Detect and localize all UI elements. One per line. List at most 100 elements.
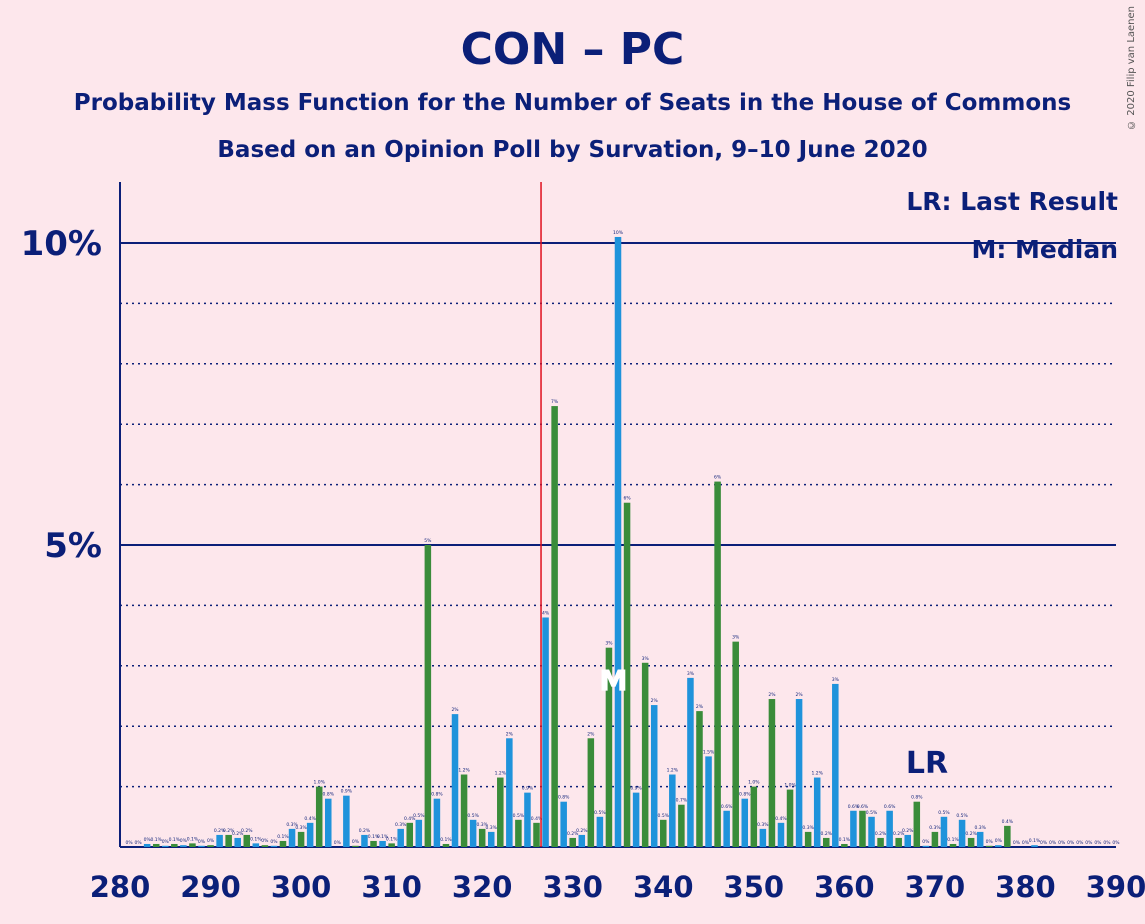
bar [678,804,685,847]
bar [768,699,776,847]
bar-value-label: 3% [687,671,695,677]
bar-value-label: 0.6% [857,804,869,810]
bar [252,843,260,847]
bar-value-label: 0.2% [576,828,588,834]
bar [723,810,730,847]
bar [379,840,386,847]
bar-value-label: 0.3% [757,822,769,828]
bar [370,840,377,847]
bar [297,831,305,847]
bar [750,786,758,847]
x-tick-label: 280 [90,870,151,904]
bar-value-label: 0.2% [965,831,977,837]
x-tick-label: 300 [271,870,332,904]
bar-value-label: 0.5% [866,810,878,816]
x-tick-label: 340 [633,870,694,904]
legend-last-result: LR: Last Result [906,187,1118,216]
bar-value-label: 0% [1067,840,1075,846]
bar-value-label: 0.5% [938,810,950,816]
bar-value-label: 0% [334,840,342,846]
chart-subtitle: Probability Mass Function for the Number… [73,90,1072,116]
bar [487,831,495,847]
bar [361,834,368,847]
bar-value-label: 1.0% [784,783,796,789]
bar-value-label: 0.5% [413,813,425,819]
x-tick-label: 310 [361,870,422,904]
bar [397,828,404,847]
bar-value-label: 2% [506,731,514,737]
bar [786,789,794,847]
bar-value-label: 2% [451,707,459,713]
bar [614,236,622,847]
bar-value-label: 0.3% [286,822,298,828]
bar-value-label: 6% [714,475,722,481]
x-tick-label: 390 [1086,870,1145,904]
chart-title: CON – PC [460,24,685,75]
bar-value-label: 0.8% [911,795,923,801]
bar-value-label: 0.5% [513,813,525,819]
bar-value-label: 0.2% [232,831,244,837]
bar [270,845,278,847]
bar [931,831,939,847]
bar [623,502,631,847]
bar [886,810,893,847]
bar [460,774,468,847]
bar-value-label: 0.9% [522,786,534,792]
bar-value-label: 0% [162,839,170,845]
bar-value-label: 0% [1103,840,1111,846]
bar [777,822,785,847]
bar-value-label: 0% [986,839,994,845]
x-tick-label: 320 [452,870,513,904]
bar [976,831,984,847]
bar-value-label: 0% [198,839,206,845]
bar-value-label: 2% [587,731,595,737]
bar [406,822,414,847]
bar [171,843,178,847]
bar [469,819,477,847]
bar-value-label: 0.1% [368,834,380,840]
bar [343,795,350,847]
bar-value-label: 1.5% [703,749,715,755]
bar-value-label: 0.1% [169,837,181,843]
bar [850,810,857,847]
bar-value-label: 3% [642,656,650,662]
bar [795,699,803,847]
bar [515,819,522,847]
bar-value-label: 2% [796,692,804,698]
bar [578,834,586,847]
bar [922,845,930,847]
bar [714,481,721,847]
bar-value-label: 1.0% [313,780,325,786]
bar-value-label: 0% [180,838,188,844]
bar-value-label: 0.5% [658,813,670,819]
bar [913,801,921,847]
bar-value-label: 0.1% [277,834,289,840]
bar-value-label: 0% [1094,840,1102,846]
bar [958,819,966,847]
bar [868,816,875,847]
bar [985,845,993,847]
bar [279,840,287,847]
bar-value-label: 0.1% [150,837,162,843]
bar-value-label: 0.2% [893,831,905,837]
x-tick-label: 370 [905,870,966,904]
bar [1004,825,1011,847]
bar-value-label: 0.1% [386,836,398,842]
bar-value-label: 2% [651,698,659,704]
median-marker: M [600,664,628,697]
bar-value-label: 3% [832,677,840,683]
y-tick-label: 10% [21,224,102,264]
bar-value-label: 0.7% [676,798,688,804]
bar [940,816,948,847]
bar-value-label: 0% [1058,840,1066,846]
bar [542,617,549,847]
bar-value-label: 0.2% [875,831,887,837]
bar-value-label: 3% [732,635,740,641]
bar [315,786,323,847]
bar [198,845,205,847]
bar [596,816,604,847]
bar [741,798,749,847]
bar [506,738,513,847]
bar-value-label: 0% [270,839,278,845]
bar [433,798,441,847]
